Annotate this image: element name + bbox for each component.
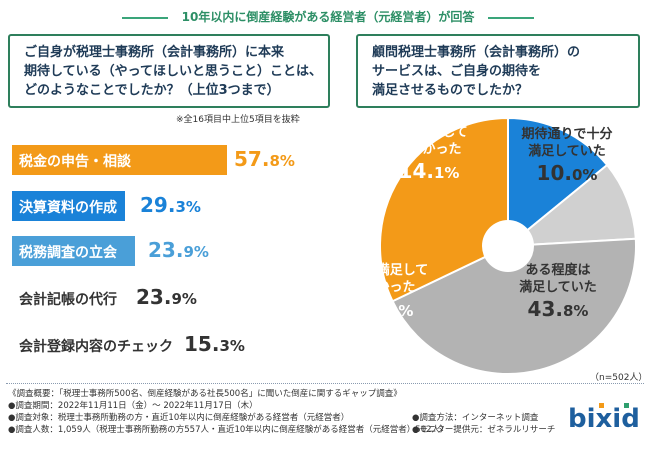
pie-value-label: 10.0% [536,161,598,185]
pie-slice-4 [379,116,509,303]
bar-category-label: 決算資料の作成 [19,200,117,216]
bar-category-label: 税金の申告・相談 [19,154,131,170]
pie-category-line: 満足していた [528,144,606,159]
pie-category-line: あまり満足して [337,263,429,278]
pie-slice-label-1: 全く満足して いなかった 14.1% [368,124,490,186]
bar-category-label: 会計記帳の代行 [19,292,117,308]
bar-2: 決算資料の作成 29.3% [12,191,332,221]
right-question-box: 顧問税理士事務所（会計事務所）の サービスは、ご自身の期待を 満足させるものでし… [356,34,640,108]
right-question-line-3: 満足させるものでしたか？ [372,83,529,98]
pie-category-line: 全く満足して [390,125,468,140]
header-title: 10年以内に倒産経験がある経営者（元経営者）が回答 [181,10,475,24]
bar-3: 税務調査の立会 23.9% [12,236,332,266]
bar-5: 会計登録内容のチェック 15.3% [12,330,332,360]
bar-value-label: 15.3% [184,332,245,356]
pie-slice-label-4: あまり満足して いなかった 32.1% [318,262,448,324]
bar-1: 税金の申告・相談 57.8% [12,145,332,175]
footer-line-3: ●調査対象：税理士事務所勤務の方・直近10年以内に倒産経験がある経営者（元経営者… [8,413,350,423]
bar-category-label: 会計登録内容のチェック [19,339,173,355]
svg-text:bixid: bixid [568,404,640,434]
left-question-note: ※全16項目中上位5項目を抜粋 [176,115,300,125]
pie-category-line: ある程度は [525,263,591,278]
footer-line-6: ●モニター提供元：ゼネラルリサーチ [412,425,556,435]
footer-line-4: ●調査人数：1,059人（税理士事務所勤務の方557人・直近10年以内に倒産経験… [8,425,449,435]
pie-slice-label-2: 期待通りで十分 満足していた 10.0% [502,126,632,188]
bar-fill [12,191,125,221]
footer-line-2: ●調査期間：2022年11月11日（金）～ 2022年11月17日（木） [8,401,258,411]
pie-slice-1 [507,116,609,249]
pie-slice-label-3: ある程度は満足していた 43.8% [498,262,618,324]
footer-line-1: 《調査概要：「税理士事務所500名、倒産経験がある社長500名」に聞いた倒産に関… [8,389,402,399]
right-question-line-2: サービスは、ご自身の期待を [372,64,542,79]
right-question-text: 顧問税理士事務所（会計事務所）の サービスは、ご自身の期待を 満足させるものでし… [372,43,580,100]
bar-value-label: 29.3% [140,193,201,217]
pie-center-hole [482,220,534,272]
pie-value-label: 14.1% [398,159,460,183]
bar-value-label: 23.9% [136,285,197,309]
bar-value-label: 23.9% [148,238,209,262]
header: 10年以内に倒産経験がある経営者（元経営者）が回答 [0,8,650,26]
bar-4: 会計記帳の代行 23.9% [12,283,332,313]
header-line-left [122,17,168,19]
header-line-right [488,17,534,19]
bar-fill [12,145,227,175]
bar-value-label: 57.8% [234,147,295,171]
pie-category-line: 満足していた [519,280,597,295]
survey-footer [6,383,644,447]
left-question-line-2: 期待している（やってほしいと思うこと）ことは、 [24,64,322,79]
pie-chart [379,116,637,375]
pie-category-line: いなかった [350,280,416,295]
right-question-line-1: 顧問税理士事務所（会計事務所）の [372,45,581,60]
pie-category-line: いなかった [396,142,462,157]
left-question-box: ご自身が税理士事務所（会計事務所）に本来 期待している（やってほしいと思うこと）… [8,34,330,108]
pie-category-line: 期待通りで十分 [521,127,613,142]
pie-slice-2 [504,163,637,248]
sample-size-note: （n=502人） [590,373,648,383]
left-question-line-1: ご自身が税理士事務所（会計事務所）に本来 [24,45,285,60]
pie-value-label: 32.1% [352,297,414,321]
pie-value-label: 43.8% [527,297,589,321]
bar-category-label: 税務調査の立会 [19,245,117,261]
left-question-text: ご自身が税理士事務所（会計事務所）に本来 期待している（やってほしいと思うこと）… [24,43,322,100]
footer-line-5: ●調査方法：インターネット調査 [412,413,539,423]
left-question-line-3: どのようなことでしたか？（上位3つまで） [24,83,280,98]
bar-fill [12,236,135,266]
bixid-logo: bixid [568,403,640,434]
